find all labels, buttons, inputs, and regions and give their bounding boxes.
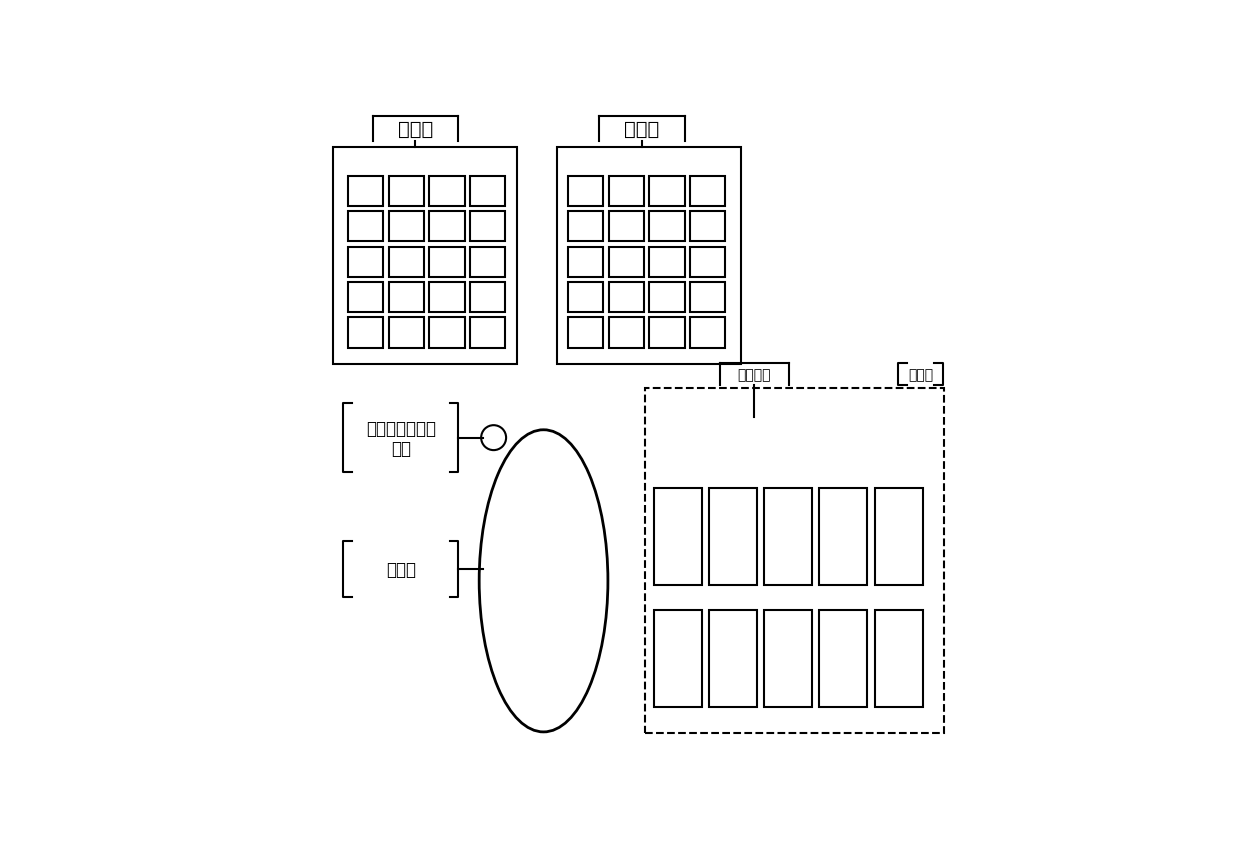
Bar xyxy=(874,489,923,585)
Bar xyxy=(764,610,812,707)
Text: 工作区: 工作区 xyxy=(908,367,934,382)
Bar xyxy=(650,283,684,313)
Text: 机械臂初始等待
位置: 机械臂初始等待 位置 xyxy=(366,419,435,458)
Text: 上料区: 上料区 xyxy=(625,119,660,139)
Bar xyxy=(653,489,702,585)
Bar xyxy=(568,283,604,313)
Bar xyxy=(388,247,424,278)
Bar xyxy=(347,318,383,348)
Bar xyxy=(645,389,944,734)
Bar xyxy=(347,176,383,206)
Bar xyxy=(429,318,465,348)
Bar xyxy=(609,318,644,348)
Bar xyxy=(388,212,424,242)
Bar xyxy=(609,247,644,278)
Bar xyxy=(650,212,684,242)
Bar xyxy=(764,489,812,585)
Bar xyxy=(609,176,644,206)
Bar xyxy=(568,176,604,206)
Text: 下料区: 下料区 xyxy=(398,119,433,139)
Bar xyxy=(568,212,604,242)
Bar xyxy=(568,247,604,278)
Bar xyxy=(568,318,604,348)
Bar xyxy=(470,176,506,206)
Text: 机械臂: 机械臂 xyxy=(386,561,415,579)
Bar xyxy=(820,489,867,585)
Bar xyxy=(709,610,756,707)
Bar xyxy=(689,283,725,313)
Text: 工作工位: 工作工位 xyxy=(738,367,771,382)
Bar xyxy=(609,283,644,313)
Bar xyxy=(429,212,465,242)
Bar xyxy=(334,148,517,365)
Bar xyxy=(609,212,644,242)
Bar xyxy=(874,610,923,707)
Bar xyxy=(689,212,725,242)
Circle shape xyxy=(481,426,506,451)
Bar xyxy=(820,610,867,707)
Bar xyxy=(388,318,424,348)
Bar xyxy=(689,318,725,348)
Bar xyxy=(709,489,756,585)
Bar xyxy=(689,176,725,206)
Bar xyxy=(429,176,465,206)
Bar xyxy=(470,212,506,242)
Bar xyxy=(347,247,383,278)
Bar xyxy=(470,283,506,313)
Bar xyxy=(470,318,506,348)
Bar xyxy=(650,247,684,278)
Bar xyxy=(650,318,684,348)
Bar xyxy=(653,610,702,707)
Bar xyxy=(470,247,506,278)
Bar xyxy=(347,283,383,313)
Bar xyxy=(429,247,465,278)
Bar xyxy=(388,176,424,206)
Bar xyxy=(689,247,725,278)
Bar xyxy=(557,148,740,365)
Bar xyxy=(388,283,424,313)
Bar xyxy=(650,176,684,206)
Bar xyxy=(347,212,383,242)
Bar xyxy=(429,283,465,313)
